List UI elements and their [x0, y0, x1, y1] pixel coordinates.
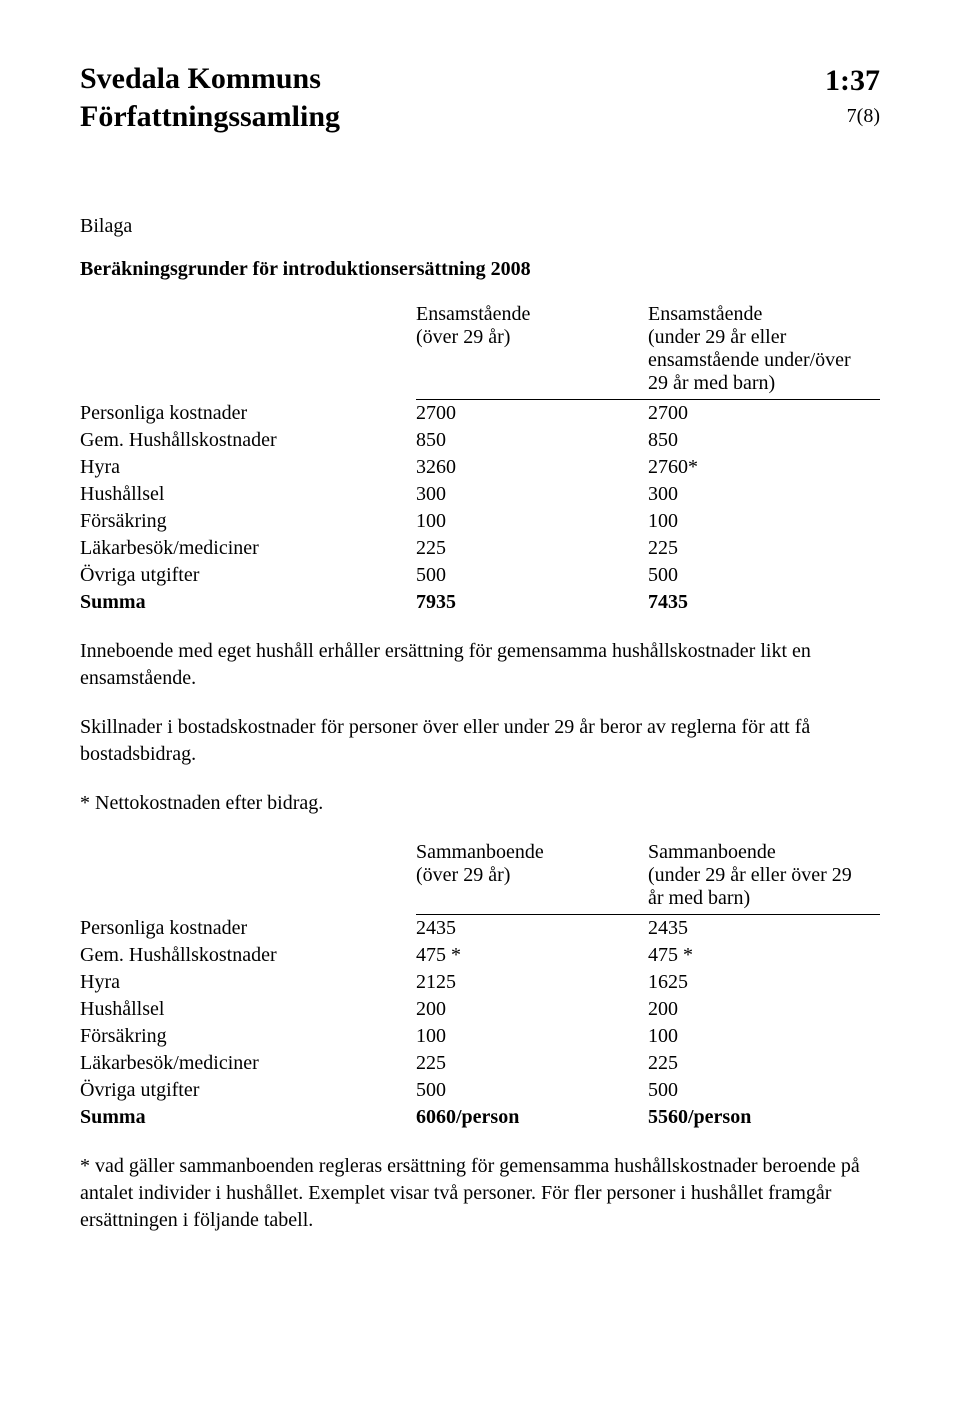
row-value-a: 300	[416, 481, 648, 508]
row-value-b: 2435	[648, 915, 880, 943]
row-value-b: 500	[648, 1077, 880, 1104]
document-page: Svedala Kommuns Författningssamling 1:37…	[0, 0, 960, 1403]
org-name: Svedala Kommuns Författningssamling	[80, 60, 340, 135]
row-value-a: 475 *	[416, 942, 648, 969]
table-row: Personliga kostnader 2700 2700	[80, 400, 880, 428]
row-label: Gem. Hushållskostnader	[80, 427, 416, 454]
row-value-a: 2435	[416, 915, 648, 943]
row-value-a: 200	[416, 996, 648, 1023]
sum-a: 7935	[416, 589, 648, 616]
table-row: Hyra 3260 2760*	[80, 454, 880, 481]
paragraph-1: Inneboende med eget hushåll erhåller ers…	[80, 638, 880, 692]
table-row: Gem. Hushållskostnader 475 * 475 *	[80, 942, 880, 969]
footnote: * vad gäller sammanboenden regleras ersä…	[80, 1153, 880, 1234]
section-title: Beräkningsgrunder för introduktionsersät…	[80, 258, 880, 281]
row-value-a: 100	[416, 1023, 648, 1050]
cost-table-single: Ensamstående(över 29 år) Ensamstående(un…	[80, 301, 880, 616]
sum-b: 5560/person	[648, 1104, 880, 1131]
row-label: Övriga utgifter	[80, 1077, 416, 1104]
row-value-a: 850	[416, 427, 648, 454]
org-line-1: Svedala Kommuns	[80, 62, 321, 95]
col-header-a: Ensamstående(över 29 år)	[416, 301, 648, 400]
table-sum-row: Summa 7935 7435	[80, 589, 880, 616]
row-value-a: 3260	[416, 454, 648, 481]
sum-a: 6060/person	[416, 1104, 648, 1131]
row-label: Försäkring	[80, 508, 416, 535]
table-row: Övriga utgifter 500 500	[80, 562, 880, 589]
sum-label: Summa	[80, 1104, 416, 1131]
table-row: Hyra 2125 1625	[80, 969, 880, 996]
table-row: Läkarbesök/mediciner 225 225	[80, 1050, 880, 1077]
row-value-a: 225	[416, 535, 648, 562]
header-right: 1:37 7(8)	[825, 60, 880, 130]
row-value-a: 225	[416, 1050, 648, 1077]
table-header-row: Ensamstående(över 29 år) Ensamstående(un…	[80, 301, 880, 400]
col-header-a: Sammanboende(över 29 år)	[416, 839, 648, 915]
row-label: Gem. Hushållskostnader	[80, 942, 416, 969]
row-value-b: 100	[648, 1023, 880, 1050]
row-label: Försäkring	[80, 1023, 416, 1050]
row-label: Övriga utgifter	[80, 562, 416, 589]
row-value-b: 225	[648, 535, 880, 562]
row-value-b: 300	[648, 481, 880, 508]
row-value-a: 2125	[416, 969, 648, 996]
row-value-b: 1625	[648, 969, 880, 996]
table-header-row: Sammanboende(över 29 år) Sammanboende(un…	[80, 839, 880, 915]
table-row: Personliga kostnader 2435 2435	[80, 915, 880, 943]
blank-header	[80, 301, 416, 400]
row-label: Läkarbesök/mediciner	[80, 535, 416, 562]
row-label: Hyra	[80, 969, 416, 996]
row-label: Personliga kostnader	[80, 915, 416, 943]
row-value-b: 500	[648, 562, 880, 589]
row-value-a: 500	[416, 1077, 648, 1104]
row-value-b: 850	[648, 427, 880, 454]
row-value-a: 500	[416, 562, 648, 589]
row-value-b: 100	[648, 508, 880, 535]
table-row: Läkarbesök/mediciner 225 225	[80, 535, 880, 562]
row-value-b: 225	[648, 1050, 880, 1077]
row-value-b: 2700	[648, 400, 880, 428]
paragraph-3: * Nettokostnaden efter bidrag.	[80, 790, 880, 817]
blank-header	[80, 839, 416, 915]
row-value-a: 2700	[416, 400, 648, 428]
cost-table-cohabiting: Sammanboende(över 29 år) Sammanboende(un…	[80, 839, 880, 1131]
row-label: Läkarbesök/mediciner	[80, 1050, 416, 1077]
sum-b: 7435	[648, 589, 880, 616]
section-label: Bilaga	[80, 215, 880, 238]
row-value-b: 2760*	[648, 454, 880, 481]
table-row: Hushållsel 300 300	[80, 481, 880, 508]
row-label: Hyra	[80, 454, 416, 481]
row-value-b: 475 *	[648, 942, 880, 969]
table-row: Hushållsel 200 200	[80, 996, 880, 1023]
page-indicator: 7(8)	[825, 102, 880, 130]
table-row: Försäkring 100 100	[80, 508, 880, 535]
row-label: Hushållsel	[80, 481, 416, 508]
org-line-2: Författningssamling	[80, 100, 340, 133]
table-row: Försäkring 100 100	[80, 1023, 880, 1050]
sum-label: Summa	[80, 589, 416, 616]
row-label: Personliga kostnader	[80, 400, 416, 428]
table-row: Övriga utgifter 500 500	[80, 1077, 880, 1104]
row-value-b: 200	[648, 996, 880, 1023]
row-value-a: 100	[416, 508, 648, 535]
paragraph-2: Skillnader i bostadskostnader för person…	[80, 714, 880, 768]
table-row: Gem. Hushållskostnader 850 850	[80, 427, 880, 454]
col-header-b: Sammanboende(under 29 år eller över 29år…	[648, 839, 880, 915]
row-label: Hushållsel	[80, 996, 416, 1023]
table-sum-row: Summa 6060/person 5560/person	[80, 1104, 880, 1131]
page-header: Svedala Kommuns Författningssamling 1:37…	[80, 60, 880, 135]
col-header-b: Ensamstående(under 29 år ellerensamståen…	[648, 301, 880, 400]
doc-number: 1:37	[825, 60, 880, 102]
